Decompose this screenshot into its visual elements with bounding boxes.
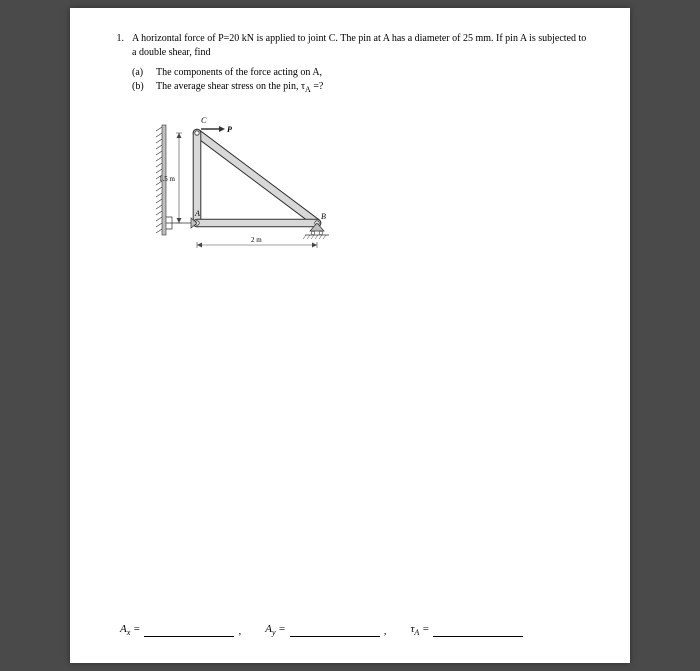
part-a-text: The components of the force acting on A, — [156, 66, 322, 80]
svg-text:C: C — [201, 116, 207, 125]
question-parts: (a) The components of the force acting o… — [132, 66, 590, 95]
ax-symbol: Ax = — [120, 623, 140, 637]
svg-text:A: A — [194, 209, 200, 218]
ay-comma: , — [384, 625, 387, 637]
question-text: A horizontal force of P=20 kN is applied… — [132, 32, 590, 60]
tau-eq: = — [419, 623, 429, 635]
question-body: A horizontal force of P=20 kN is applied… — [132, 32, 590, 260]
part-b-main: The average shear stress on the pin, τ — [156, 81, 305, 92]
part-b-text: The average shear stress on the pin, τA … — [156, 80, 323, 95]
tau-symbol: τA = — [410, 623, 429, 637]
svg-text:P: P — [227, 125, 232, 134]
part-a: (a) The components of the force acting o… — [132, 66, 590, 80]
ay-symbol: Ay = — [265, 623, 285, 637]
part-b-tail: =? — [311, 81, 324, 92]
page: 1. A horizontal force of P=20 kN is appl… — [70, 8, 630, 663]
tau-blank — [433, 627, 523, 637]
ax-sym: A — [120, 623, 127, 635]
figure: C P A B 1.5 m 2 m — [142, 105, 590, 260]
svg-text:B: B — [321, 212, 326, 221]
answer-ax: Ax = , — [120, 623, 241, 637]
svg-text:2 m: 2 m — [251, 236, 262, 244]
ay-eq: = — [276, 623, 286, 635]
ax-comma: , — [238, 625, 241, 637]
question-number: 1. — [110, 32, 124, 260]
svg-text:1.5 m: 1.5 m — [159, 175, 176, 183]
ax-blank — [144, 627, 234, 637]
ay-blank — [290, 627, 380, 637]
part-b: (b) The average shear stress on the pin,… — [132, 80, 590, 95]
answer-row: Ax = , Ay = , τA = — [120, 623, 580, 637]
ay-sym: A — [265, 623, 272, 635]
answer-tau: τA = — [410, 623, 523, 637]
answer-ay: Ay = , — [265, 623, 386, 637]
part-b-key: (b) — [132, 80, 150, 95]
truss-diagram: C P A B 1.5 m 2 m — [142, 105, 352, 255]
question-block: 1. A horizontal force of P=20 kN is appl… — [110, 32, 590, 260]
ax-eq: = — [130, 623, 140, 635]
part-a-key: (a) — [132, 66, 150, 80]
